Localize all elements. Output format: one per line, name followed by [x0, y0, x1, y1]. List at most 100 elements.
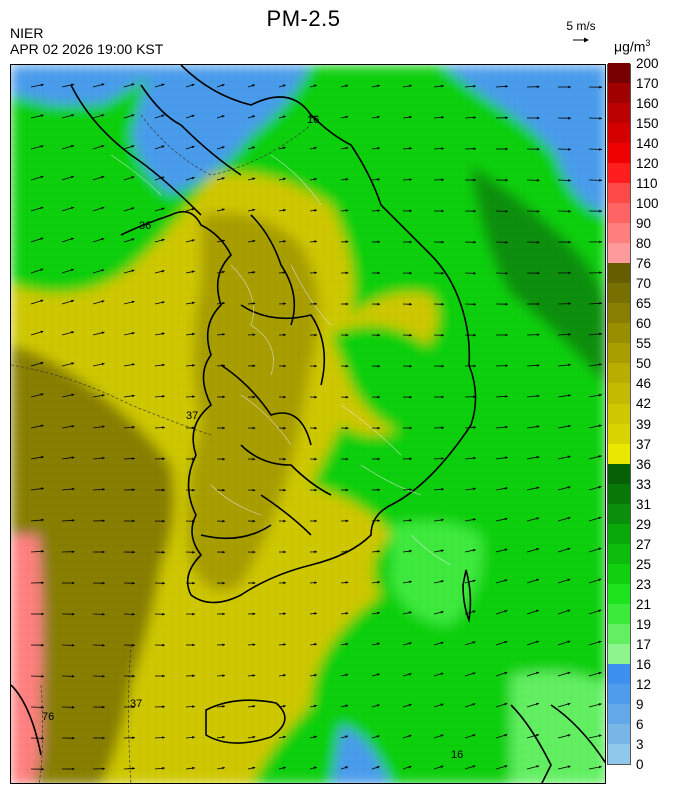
wind-arrowhead-icon	[440, 580, 444, 583]
wind-arrowhead-icon	[568, 271, 571, 275]
wind-vector-field	[30, 83, 603, 771]
colorbar-segment	[608, 663, 630, 684]
wind-arrowhead-icon	[505, 209, 508, 213]
wind-arrowhead-icon	[101, 269, 105, 272]
contour-label-37a: 37	[186, 410, 198, 422]
wind-arrowhead-icon	[192, 426, 195, 430]
wind-arrowhead-icon	[599, 240, 602, 244]
wind-arrowhead-icon	[192, 766, 195, 770]
wind-arrowhead-icon	[536, 671, 539, 675]
wind-arrowhead-icon	[598, 703, 602, 706]
wind-arrowhead-icon	[41, 736, 44, 740]
wind-arrowhead-icon	[441, 426, 444, 430]
wind-arrowhead-icon	[71, 519, 75, 522]
wind-arrowhead-icon	[222, 364, 225, 367]
wind-arrowhead-icon	[252, 519, 256, 523]
wind-arrowhead-icon	[472, 734, 476, 737]
contour-label-16b: 16	[451, 749, 463, 761]
colorbar-segment	[608, 543, 630, 564]
wind-arrowhead-icon	[314, 364, 317, 368]
wind-arrowhead-icon	[162, 395, 165, 398]
wind-arrowhead-icon	[536, 486, 540, 490]
colorbar-tick-label: 70	[636, 276, 652, 292]
wind-arrowhead-icon	[221, 84, 225, 87]
wind-arrowhead-icon	[472, 518, 476, 521]
wind-arrowhead-icon	[313, 115, 317, 119]
wind-arrowhead-icon	[40, 393, 44, 396]
wind-arrowhead-icon	[473, 84, 476, 88]
wind-arrowhead-icon	[283, 364, 286, 368]
wind-arrowhead-icon	[440, 703, 444, 707]
wind-arrowhead-icon	[283, 519, 286, 523]
wind-arrowhead-icon	[191, 270, 195, 273]
wind-arrowhead-icon	[222, 270, 225, 274]
colorbar-tick-label: 140	[636, 136, 659, 152]
wind-arrowhead-icon	[314, 550, 317, 554]
wind-arrowhead-icon	[192, 705, 195, 708]
wind-arrowhead-icon	[409, 271, 412, 275]
wind-arrowhead-icon	[409, 147, 412, 150]
wind-arrowhead-icon	[71, 362, 75, 365]
wind-arrowhead-icon	[598, 485, 602, 489]
admin-boundaries	[110, 154, 452, 566]
wind-arrowhead-icon	[222, 457, 225, 461]
colorbar-tick-label: 90	[636, 216, 652, 232]
wind-arrowhead-icon	[504, 610, 508, 613]
wind-arrowhead-icon	[283, 581, 286, 585]
wind-arrowhead-icon	[131, 145, 135, 148]
colorbar-tick-label: 37	[636, 436, 652, 452]
wind-arrowhead-icon	[101, 331, 105, 335]
wind-arrowhead-icon	[377, 333, 381, 337]
wind-arrowhead-icon	[376, 673, 380, 676]
wind-arrowhead-icon	[472, 765, 476, 768]
wind-arrowhead-icon	[222, 735, 225, 739]
wind-arrowhead-icon	[132, 488, 135, 492]
wind-arrowhead-icon	[377, 364, 381, 368]
colorbar-tick-label: 150	[636, 116, 659, 132]
wind-arrowhead-icon	[252, 766, 256, 770]
wind-arrowhead-icon	[252, 735, 256, 739]
wind-arrowhead-icon	[40, 114, 44, 117]
wind-arrowhead-icon	[192, 736, 195, 739]
wind-arrowhead-icon	[504, 517, 508, 521]
wind-arrowhead-icon	[377, 457, 381, 461]
pm25-map[interactable]: 16 36 37 37 76 16	[10, 64, 606, 784]
wind-arrowhead-icon	[314, 488, 317, 492]
wind-arrowhead-icon	[252, 364, 256, 368]
wind-arrowhead-icon	[162, 363, 165, 367]
wind-arrowhead-icon	[40, 361, 44, 365]
wind-arrowhead-icon	[191, 301, 195, 305]
colorbar-tick-label: 110	[636, 176, 658, 192]
wind-arrowhead-icon	[191, 83, 195, 87]
wind-arrowhead-icon	[162, 705, 165, 709]
wind-arrowhead-icon	[536, 178, 540, 182]
colorbar-tick-label: 3	[636, 736, 644, 752]
wind-arrowhead-icon	[131, 363, 135, 366]
wind-arrowhead-icon	[599, 302, 602, 305]
wind-arrowhead-icon	[102, 550, 105, 554]
wind-arrowhead-icon	[102, 581, 105, 585]
colorbar-segment	[608, 723, 630, 744]
wind-arrowhead-icon	[408, 642, 412, 645]
wind-arrowhead-icon	[473, 209, 476, 213]
colorbar-segment	[608, 82, 630, 104]
wind-arrowhead-icon	[314, 581, 317, 585]
wind-arrowhead-icon	[441, 178, 444, 182]
wind-arrowhead-icon	[345, 642, 349, 646]
wind-arrowhead-icon	[71, 550, 75, 554]
wind-arrowhead-icon	[252, 488, 256, 492]
wind-arrowhead-icon	[536, 455, 540, 459]
wind-arrowhead-icon	[71, 175, 74, 179]
colorbar-segment	[608, 362, 630, 384]
wind-arrowhead-icon	[314, 177, 317, 181]
wind-arrowhead-icon	[162, 581, 165, 585]
wind-arrowhead-icon	[345, 271, 349, 275]
colorbar-tick-label: 31	[636, 496, 652, 512]
wind-arrowhead-icon	[192, 519, 195, 523]
wind-arrowhead-icon	[345, 302, 349, 306]
wind-reference-label: 5 m/s	[566, 19, 596, 33]
wind-arrowhead-icon	[598, 609, 602, 613]
wind-arrowhead-icon	[252, 550, 256, 554]
colorbar-tick-label: 50	[636, 356, 652, 372]
wind-arrowhead-icon	[161, 145, 165, 149]
